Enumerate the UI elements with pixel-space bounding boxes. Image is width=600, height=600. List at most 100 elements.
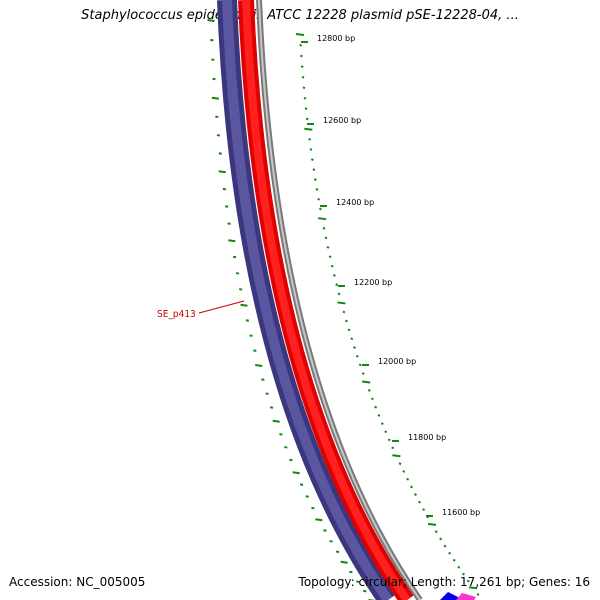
outer-tick [305, 495, 309, 498]
ruler-minor-tick [310, 158, 314, 162]
ruler-label: 12200 bp [354, 278, 392, 287]
outer-tick [249, 334, 253, 337]
ruler-minor-tick [398, 462, 402, 466]
outer-tick [215, 115, 219, 119]
ruler-minor-tick [303, 96, 307, 100]
ruler-minor-tick [443, 544, 447, 548]
ruler-minor-tick [324, 236, 328, 240]
ruler-minor-tick [308, 138, 312, 141]
ruler-minor-tick [384, 430, 388, 434]
backbone-highlight [258, 0, 421, 600]
outer-tick [329, 540, 333, 543]
ruler-major-tick [392, 454, 401, 458]
ruler-minor-tick [406, 477, 410, 481]
ruler-minor-tick [332, 274, 336, 277]
outer-tick [340, 560, 348, 564]
outer-tick [216, 134, 221, 137]
ruler-minor-tick [342, 310, 346, 314]
outer-tick [292, 471, 300, 475]
track-arcs [217, 0, 476, 600]
outer-tick [315, 518, 323, 522]
ruler-minor-tick [345, 319, 348, 323]
ruler-minor-tick [361, 372, 365, 375]
outer-tick [261, 378, 265, 381]
outer-tick [253, 349, 257, 352]
ruler-minor-tick [452, 558, 456, 562]
outer-tick [211, 96, 219, 100]
ruler-label: 12800 bp [317, 34, 355, 43]
outer-tick [227, 222, 231, 225]
ruler-minor-tick [312, 168, 316, 172]
ruler-minor-tick [402, 470, 406, 473]
gene-block-blue[interactable] [440, 592, 460, 600]
outer-tick [207, 19, 215, 22]
outer-tick [272, 419, 280, 423]
ruler-minor-tick [317, 197, 321, 201]
ruler-minor-tick [439, 537, 443, 541]
ruler-label: 12400 bp [336, 198, 374, 207]
ruler-minor-tick [434, 530, 438, 534]
gc-track-highlight [222, 0, 393, 600]
outer-tick [279, 433, 283, 436]
ruler-minor-tick [304, 107, 308, 111]
ruler-minor-tick [315, 188, 319, 191]
ruler-minor-tick [374, 405, 378, 409]
outer-tick [299, 483, 304, 486]
ruler-minor-tick [313, 178, 317, 181]
ruler-major-tick [318, 217, 327, 221]
outer-tick [239, 288, 243, 291]
ruler-major-tick [304, 127, 313, 131]
outer-tick [212, 77, 216, 81]
outer-tick [232, 255, 237, 259]
outer-tick [222, 187, 227, 191]
gene-block-magenta[interactable] [456, 593, 476, 600]
gene-label-se-p413[interactable]: SE_p413 [157, 309, 196, 320]
ruler-minor-tick [322, 226, 326, 230]
ruler-minor-tick [418, 500, 421, 504]
ruler-minor-tick [410, 485, 413, 489]
ruler-labels: 12800 bp 12600 bp 12400 bp 12200 bp 12000 bp… [301, 34, 480, 517]
outer-tick [225, 205, 229, 208]
map-title: Staphylococcus epidermidis ATCC 12228 pl… [81, 8, 519, 23]
ruler-label: 12000 bp [378, 357, 416, 366]
ruler-minor-tick [347, 328, 351, 332]
ruler-minor-tick [335, 283, 339, 287]
ruler-major-tick [337, 301, 346, 305]
ruler-minor-tick [330, 264, 334, 268]
outer-tick [240, 303, 248, 307]
ruler-minor-tick [326, 245, 330, 249]
outer-tick [255, 364, 263, 367]
ruler-minor-tick [301, 75, 305, 79]
outer-tick [323, 529, 327, 532]
outer-tick [289, 458, 293, 462]
outer-tick [218, 152, 222, 155]
ruler-minor-tick [305, 117, 309, 121]
outer-tick [349, 570, 353, 574]
ruler-minor-tick [353, 346, 356, 349]
outer-tick [284, 446, 288, 449]
ruler-minor-tick [358, 363, 362, 367]
outer-tick [211, 58, 215, 61]
ruler-minor-tick [422, 508, 426, 512]
outer-tick [335, 550, 340, 554]
ruler-minor-tick [299, 43, 303, 47]
accession-text: Accession: NC_005005 [9, 575, 146, 589]
ruler-minor-tick [318, 207, 322, 211]
inner-tick-ring [295, 33, 480, 596]
ruler-minor-tick [355, 354, 359, 358]
ruler-label: 11600 bp [442, 508, 480, 517]
outer-tick [210, 38, 214, 42]
ruler-minor-tick [476, 593, 480, 596]
reverse-strand-highlight [242, 0, 411, 600]
ruler-minor-tick [380, 422, 384, 426]
ruler-minor-tick [350, 337, 354, 341]
outer-tick [218, 170, 226, 174]
ruler-minor-tick [370, 397, 374, 401]
ruler-minor-tick [337, 292, 341, 296]
outer-tick-ring [207, 19, 376, 600]
ruler-major-tick [295, 33, 305, 36]
ruler-major-tick [468, 586, 478, 590]
outer-tick [235, 272, 240, 275]
outer-tick [228, 239, 236, 243]
